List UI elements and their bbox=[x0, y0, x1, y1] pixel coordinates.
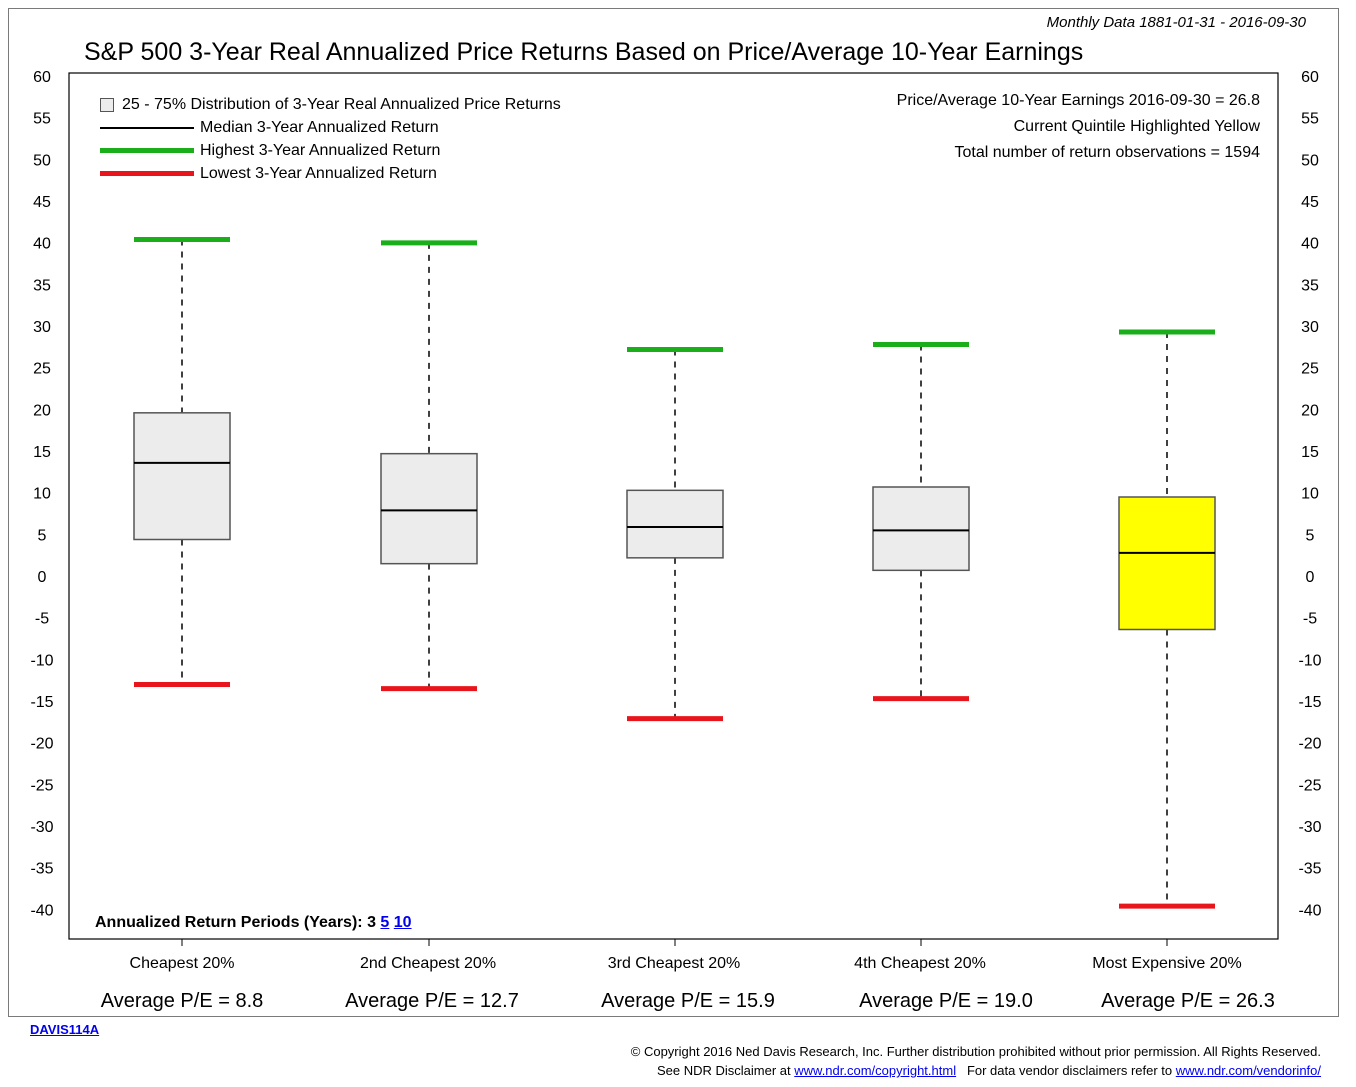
y-tick-label-left: -25 bbox=[30, 777, 53, 794]
y-tick-label-right: -15 bbox=[1298, 694, 1321, 711]
y-tick-label-left: -10 bbox=[30, 652, 53, 669]
info-quintile-note: Current Quintile Highlighted Yellow bbox=[1013, 118, 1260, 135]
period-10-link[interactable]: 10 bbox=[393, 914, 412, 931]
disclaimer-line: See NDR Disclaimer at www.ndr.com/copyri… bbox=[631, 1061, 1321, 1080]
category-label: 2nd Cheapest 20% bbox=[359, 955, 497, 972]
y-tick-label-right: -40 bbox=[1298, 902, 1321, 919]
y-tick-label-left: -20 bbox=[30, 736, 53, 753]
y-tick-label-right: 50 bbox=[1301, 152, 1319, 169]
y-tick-label-left: 50 bbox=[33, 152, 51, 169]
y-tick-label-right: 0 bbox=[1306, 569, 1315, 586]
legend: 25 - 75% Distribution of 3-Year Real Ann… bbox=[100, 93, 561, 185]
y-tick-label-left: 30 bbox=[33, 319, 51, 336]
y-tick-label-right: 60 bbox=[1301, 69, 1319, 86]
legend-box-swatch bbox=[100, 97, 114, 112]
legend-median-label: Median 3-Year Annualized Return bbox=[200, 119, 439, 136]
y-tick-label-left: 0 bbox=[38, 569, 47, 586]
iqr-box bbox=[1118, 496, 1216, 631]
legend-item-box: 25 - 75% Distribution of 3-Year Real Ann… bbox=[100, 93, 561, 116]
average-pe-label: Average P/E = 15.9 bbox=[601, 990, 775, 1012]
iqr-box bbox=[380, 452, 478, 565]
y-tick-label-right: 25 bbox=[1301, 361, 1319, 378]
chart-code-link[interactable]: DAVIS114A bbox=[30, 1022, 100, 1037]
legend-lowest-label: Lowest 3-Year Annualized Return bbox=[200, 165, 437, 182]
y-tick-label-right: 15 bbox=[1301, 444, 1319, 461]
y-tick-label-left: -5 bbox=[35, 611, 49, 628]
y-tick-label-right: 10 bbox=[1301, 486, 1319, 503]
y-tick-label-left: 15 bbox=[33, 444, 51, 461]
y-tick-label-right: -10 bbox=[1298, 652, 1321, 669]
y-tick-label-right: -30 bbox=[1298, 819, 1321, 836]
y-tick-label-right: 40 bbox=[1301, 236, 1319, 253]
y-tick-label-left: -40 bbox=[30, 902, 53, 919]
y-tick-label-right: 45 bbox=[1301, 194, 1319, 211]
vendor-link[interactable]: www.ndr.com/vendorinfo/ bbox=[1175, 1063, 1321, 1078]
y-tick-label-right: -5 bbox=[1303, 611, 1317, 628]
copyright-text: © Copyright 2016 Ned Davis Research, Inc… bbox=[630, 1044, 1321, 1059]
info-block: Price/Average 10-Year Earnings 2016-09-3… bbox=[897, 88, 1260, 166]
y-tick-label-left: 55 bbox=[33, 111, 51, 128]
y-tick-label-right: 55 bbox=[1301, 111, 1319, 128]
vendor-prefix: For data vendor disclaimers refer to bbox=[966, 1063, 1173, 1078]
legend-item-lowest: Lowest 3-Year Annualized Return bbox=[100, 162, 561, 185]
iqr-box bbox=[626, 489, 724, 559]
y-tick-label-left: 40 bbox=[33, 236, 51, 253]
chart-subtitle: Monthly Data 1881-01-31 - 2016-09-30 bbox=[1046, 14, 1306, 31]
y-tick-label-left: 5 bbox=[38, 527, 47, 544]
y-tick-label-left: -30 bbox=[30, 819, 53, 836]
y-tick-label-right: 20 bbox=[1301, 402, 1319, 419]
category-label: 4th Cheapest 20% bbox=[854, 955, 986, 972]
iqr-box bbox=[872, 486, 970, 572]
chart-title: S&P 500 3-Year Real Annualized Price Ret… bbox=[84, 38, 1084, 66]
y-tick-label-left: -15 bbox=[30, 694, 53, 711]
iqr-box bbox=[133, 412, 231, 541]
y-tick-label-left: 35 bbox=[33, 277, 51, 294]
info-pe-current: Price/Average 10-Year Earnings 2016-09-3… bbox=[896, 92, 1260, 109]
copyright-block: © Copyright 2016 Ned Davis Research, Inc… bbox=[631, 1042, 1321, 1080]
legend-item-median: Median 3-Year Annualized Return bbox=[100, 116, 561, 139]
y-tick-label-right: 5 bbox=[1306, 527, 1315, 544]
chart-frame bbox=[8, 8, 1339, 1017]
legend-highest-label: Highest 3-Year Annualized Return bbox=[200, 142, 441, 159]
y-tick-label-left: 60 bbox=[33, 69, 51, 86]
y-tick-label-left: 45 bbox=[33, 194, 51, 211]
y-tick-label-left: 10 bbox=[33, 486, 51, 503]
return-periods: Annualized Return Periods (Years): 3 5 1… bbox=[95, 914, 412, 932]
category-label: Cheapest 20% bbox=[129, 955, 235, 972]
y-tick-label-right: 35 bbox=[1301, 277, 1319, 294]
disclaimer-prefix: See NDR Disclaimer at bbox=[656, 1063, 791, 1078]
y-tick-label-right: 30 bbox=[1301, 319, 1319, 336]
legend-lowest-swatch bbox=[100, 171, 194, 176]
y-tick-label-right: -20 bbox=[1298, 736, 1321, 753]
info-observations: Total number of return observations = 15… bbox=[954, 144, 1260, 161]
y-tick-label-left: 20 bbox=[33, 402, 51, 419]
legend-box-label: 25 - 75% Distribution of 3-Year Real Ann… bbox=[122, 96, 561, 113]
y-tick-label-left: -35 bbox=[30, 861, 53, 878]
y-tick-label-right: -35 bbox=[1298, 861, 1321, 878]
disclaimer-link[interactable]: www.ndr.com/copyright.html bbox=[794, 1063, 957, 1078]
periods-label: Annualized Return Periods (Years): bbox=[95, 914, 363, 931]
legend-highest-swatch bbox=[100, 148, 194, 153]
y-tick-label-left: 25 bbox=[33, 361, 51, 378]
plot-area bbox=[68, 72, 1279, 940]
average-pe-label: Average P/E = 19.0 bbox=[859, 990, 1033, 1012]
average-pe-label: Average P/E = 26.3 bbox=[1101, 990, 1275, 1012]
category-label: Most Expensive 20% bbox=[1092, 955, 1242, 972]
y-tick-label-right: -25 bbox=[1298, 777, 1321, 794]
average-pe-label: Average P/E = 8.8 bbox=[100, 990, 264, 1012]
period-5-link[interactable]: 5 bbox=[380, 914, 390, 931]
legend-median-swatch bbox=[100, 126, 194, 129]
category-label: 3rd Cheapest 20% bbox=[607, 955, 741, 972]
period-current: 3 bbox=[367, 914, 376, 931]
legend-item-highest: Highest 3-Year Annualized Return bbox=[100, 139, 561, 162]
average-pe-label: Average P/E = 12.7 bbox=[345, 990, 519, 1012]
